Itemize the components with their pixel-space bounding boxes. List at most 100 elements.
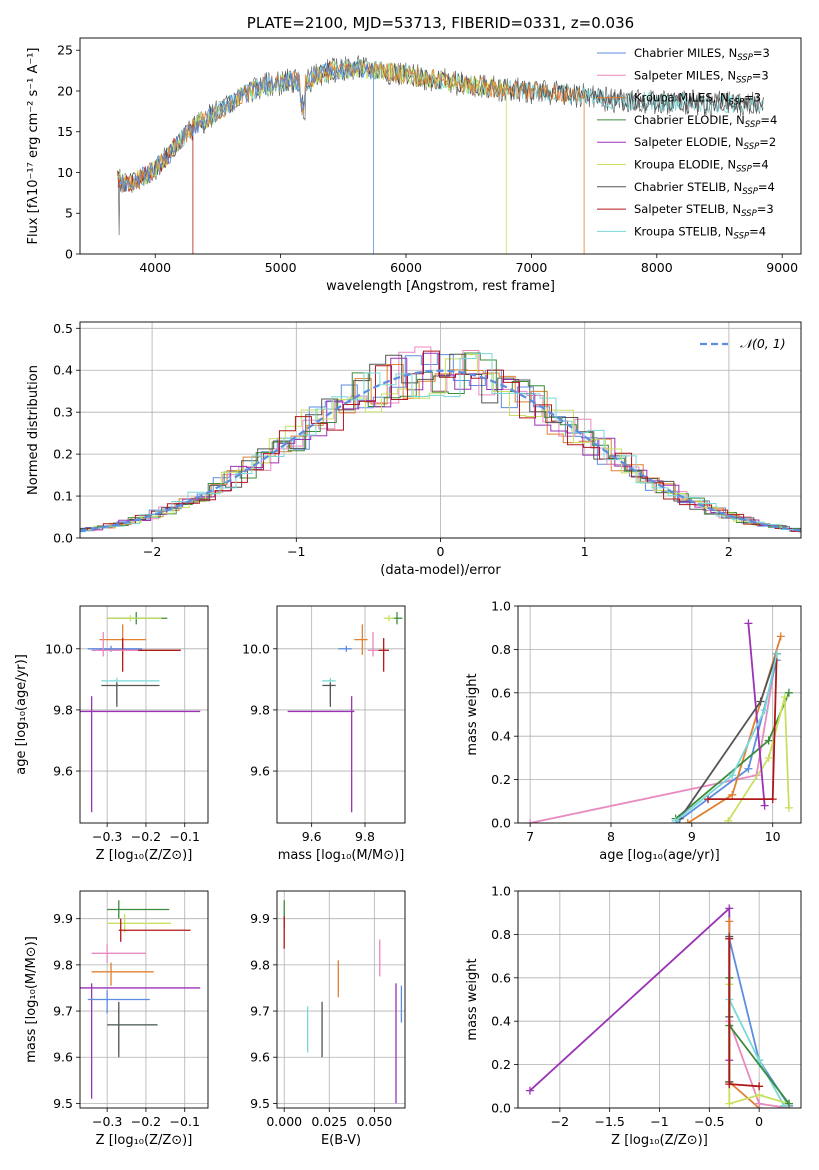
series-line <box>675 653 778 822</box>
x-tick-label: −0.2 <box>131 829 161 844</box>
y-tick-label: 0 <box>65 247 73 262</box>
model-line-kroupa_miles <box>117 60 585 254</box>
plus-marker <box>526 819 535 823</box>
x-tick-label: 0.050 <box>356 1114 392 1129</box>
series-line <box>727 696 790 822</box>
plus-marker <box>728 771 737 780</box>
grid <box>277 891 405 1108</box>
plot-area <box>80 612 201 813</box>
plus-marker <box>725 917 734 926</box>
plus-marker <box>784 803 793 812</box>
plus-marker <box>784 688 793 697</box>
legend-label: 𝒩(0, 1) <box>740 336 786 351</box>
legend: Chabrier MILES, NSSP=3 Salpeter MILES, NS… <box>597 46 777 241</box>
plus-marker <box>744 764 753 773</box>
y-axis-label: mass weight <box>465 958 480 1040</box>
normal-curve <box>80 369 801 532</box>
x-tick-label: 8 <box>607 829 615 844</box>
x-tick-label: 8000 <box>641 260 673 275</box>
legend-label: Chabrier MILES, NSSP=3 <box>634 46 770 63</box>
y-tick-label: 0.3 <box>53 405 73 420</box>
y-tick-label: 9.6 <box>53 764 73 779</box>
legend-label: Salpeter STELIB, NSSP=3 <box>634 202 774 219</box>
plus-marker <box>671 816 680 823</box>
x-axis-label: Z [log₁₀(Z/Z⊙)] <box>96 848 193 863</box>
plot-area <box>525 904 794 1108</box>
y-tick-label: 20 <box>57 83 73 98</box>
x-tick-label: 0.025 <box>311 1114 347 1129</box>
plus-marker <box>683 819 692 823</box>
axes-frame <box>517 605 802 824</box>
plus-marker <box>760 706 769 715</box>
point-kroupa_miles <box>354 624 368 655</box>
y-tick-label: 9.6 <box>53 1050 73 1065</box>
point-salpeter_elodie <box>80 983 201 1099</box>
y-tick-label: 0.8 <box>491 642 511 657</box>
point-salpeter_elodie <box>287 696 355 813</box>
x-tick-label: 9.8 <box>355 829 375 844</box>
axes-frame <box>276 890 406 1109</box>
point-salpeter_stelib <box>378 638 389 672</box>
legend-label: Salpeter ELODIE, NSSP=2 <box>634 135 776 152</box>
panel-weight_vs_age: 7 8 9 10 0.0 0.2 0.4 0.6 0.8 1.0 age [log₁₀(age/yr… <box>465 599 802 863</box>
point-chabrier_stelib <box>101 682 160 707</box>
x-tick-label: 6000 <box>390 260 422 275</box>
plot-area <box>283 900 403 1104</box>
legend-label: Kroupa MILES, NSSP=3 <box>634 91 761 108</box>
x-tick-label: 5000 <box>265 260 297 275</box>
y-tick-label: 9.8 <box>53 702 73 717</box>
model-line-kroupa_elodie <box>117 58 507 254</box>
x-tick-label: −1 <box>287 544 305 559</box>
series-salpeter_stelib <box>725 934 764 1091</box>
axes-frame <box>79 605 209 824</box>
axes-frame <box>276 605 406 824</box>
y-tick-label: 0.8 <box>491 927 511 942</box>
series-line <box>747 623 766 806</box>
panel-mass_vs_ebv: 0.000 0.025 0.050 9.5 9.6 9.7 9.8 9.9 E(B-V) <box>250 890 406 1148</box>
axes-frame <box>79 890 209 1109</box>
plus-marker <box>704 795 713 804</box>
legend-label: Chabrier STELIB, NSSP=4 <box>634 180 775 197</box>
x-tick-label: −0.2 <box>131 1114 161 1129</box>
x-tick-label: −0.1 <box>170 1114 200 1129</box>
point-kroupa_elodie <box>107 615 162 622</box>
point-kroupa_stelib <box>101 677 160 703</box>
plus-marker <box>725 1080 734 1089</box>
x-tick-label: 9.6 <box>302 829 322 844</box>
model-line-chabrier_miles <box>117 59 374 254</box>
series-salpeter_elodie <box>744 619 769 810</box>
panel-age_vs_Z: −0.3 −0.2 −0.1 9.6 9.8 10.0 Z [log₁₀(Z/Z⊙)] age… <box>14 605 209 863</box>
grid <box>80 606 208 823</box>
axes-frame <box>79 37 802 255</box>
legend-label: Salpeter MILES, NSSP=3 <box>634 68 769 85</box>
plus-marker <box>725 1099 734 1108</box>
plus-marker <box>724 816 733 823</box>
panel-weight_vs_Z: −2 −1.5 −1 −0.5 0 0.0 0.2 0.4 0.6 0.8 1.0 Z [log₁₀(… <box>465 884 802 1148</box>
x-tick-label: 0 <box>755 1114 763 1129</box>
panel-spectrum: 4000 5000 6000 7000 8000 9000 0 5 10 15 20 25 wavele… <box>26 14 802 294</box>
plus-marker <box>760 801 769 810</box>
plus-marker <box>725 934 734 943</box>
x-tick-label: −2 <box>143 544 161 559</box>
x-tick-label: 0 <box>437 544 445 559</box>
plus-marker <box>785 1099 794 1108</box>
y-tick-label: 10 <box>57 165 73 180</box>
axes-frame <box>517 890 802 1109</box>
point-chabrier_miles <box>338 645 352 652</box>
plot-area <box>526 619 793 823</box>
legend: 𝒩(0, 1) <box>700 336 786 351</box>
axes-frame <box>79 321 802 539</box>
x-tick-label: 1 <box>581 544 589 559</box>
plus-marker <box>728 790 737 799</box>
plus-marker <box>780 693 789 702</box>
y-tick-label: 10.0 <box>45 641 73 656</box>
x-tick-label: 0.000 <box>266 1114 302 1129</box>
series-line <box>529 653 778 823</box>
plus-marker <box>772 649 781 658</box>
y-tick-label: 5 <box>65 206 73 221</box>
y-axis-label: Flux [fλ10⁻¹⁷ erg cm⁻² s⁻¹ A⁻¹] <box>26 48 41 245</box>
histogram-kroupa_stelib <box>80 353 801 532</box>
panel-age_vs_mass: 9.6 9.8 9.6 9.8 10.0 mass [log₁₀(M/M⊙)] <box>242 605 406 863</box>
y-tick-label: 9.6 <box>250 1050 270 1065</box>
